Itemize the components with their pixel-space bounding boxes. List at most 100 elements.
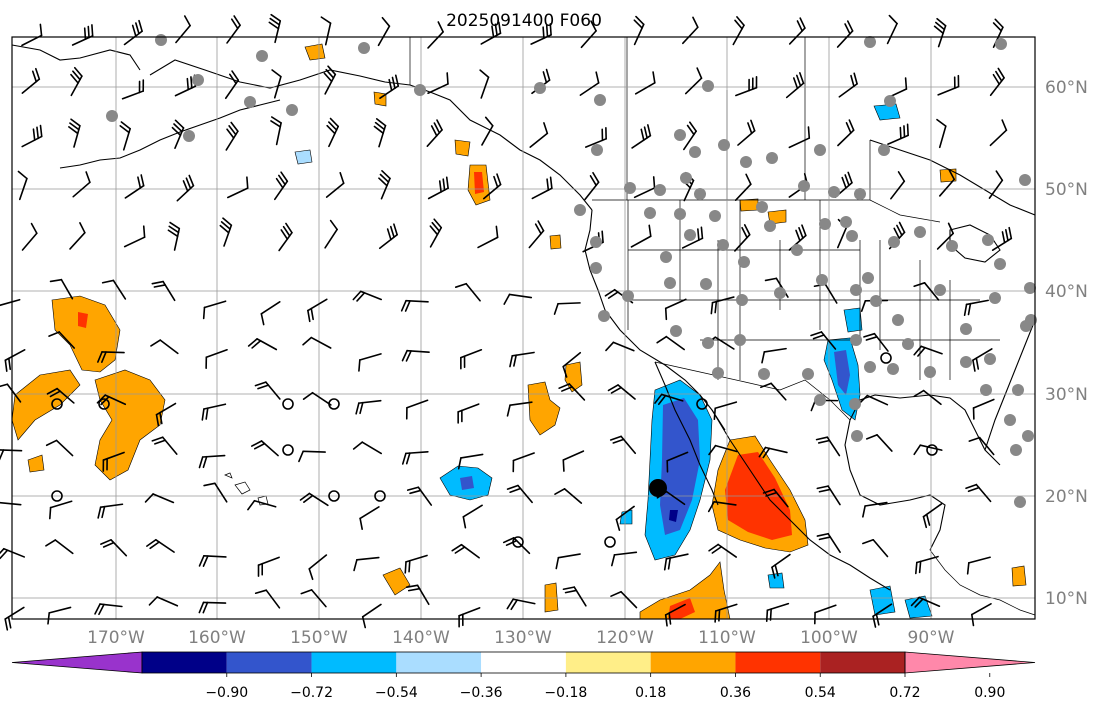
field-orange-small-north [739, 198, 759, 212]
field-orange-small-east [1011, 565, 1027, 587]
station-dot [774, 287, 786, 299]
wind-barb [176, 174, 195, 202]
calm-circle [696, 398, 708, 410]
station-dot [851, 430, 863, 442]
wind-barb [46, 387, 75, 404]
wind-barb [353, 556, 380, 572]
wind-barb [167, 221, 181, 251]
wind-barb [988, 170, 1004, 199]
longitude-label: 160°W [188, 628, 246, 648]
wind-barb [610, 590, 638, 609]
wind-barb [460, 348, 483, 370]
station-dot [674, 208, 686, 220]
field-darkblue-baja [669, 510, 678, 522]
station-dot [183, 130, 195, 142]
station-dot [664, 277, 676, 289]
colorbar-tick-label: −0.54 [375, 685, 418, 701]
wind-barb [271, 69, 282, 99]
station-dot [846, 230, 858, 242]
gulf-coast [849, 394, 1001, 466]
wind-barb [45, 439, 74, 457]
filled-contours [11, 43, 1027, 620]
wind-barb [815, 436, 841, 457]
wind-barb [814, 604, 837, 625]
wind-barb [664, 298, 687, 321]
longitude-label: 130°W [494, 628, 552, 648]
wind-barb [100, 539, 128, 557]
wind-barb [509, 351, 535, 368]
station-dot [902, 338, 914, 350]
field-orange-south-2 [382, 567, 411, 596]
station-dot [995, 38, 1007, 50]
wind-barb [225, 121, 239, 151]
canada-north [869, 139, 1036, 216]
field-orange-west-4 [27, 454, 45, 473]
wind-barb [529, 122, 549, 148]
wind-barb [401, 349, 430, 362]
wind-barb [862, 538, 889, 558]
wind-barb [858, 394, 889, 406]
mexico-west-coast [711, 409, 891, 591]
field-orange-south-3 [544, 582, 559, 613]
station-markers [106, 34, 1037, 508]
station-dot [1020, 320, 1032, 332]
station-dot [738, 256, 750, 268]
wind-barb [47, 606, 72, 625]
latitude-label: 40°N [1045, 282, 1088, 302]
station-dot [244, 96, 256, 108]
wind-barb [682, 16, 699, 45]
longitude-labels: 170°W 160°W 150°W 140°W 130°W 120°W 110°W 100°W… [87, 628, 955, 648]
baja-peninsula [654, 361, 719, 506]
wind-barb [584, 171, 600, 201]
colorbar-segment [142, 652, 227, 673]
station-dot [702, 337, 714, 349]
wind-barb [268, 13, 282, 44]
wind-barb [68, 118, 81, 148]
wind-barb [451, 543, 480, 559]
calm-circle [328, 490, 340, 502]
colorbar-segment [565, 652, 651, 673]
wind-barb [816, 532, 841, 553]
wind-barb [254, 381, 281, 400]
wind-barb [325, 171, 345, 198]
station-dot [598, 310, 610, 322]
calm-circle [328, 398, 340, 410]
latitude-label: 30°N [1045, 385, 1088, 405]
station-dot [712, 367, 724, 379]
station-dot [849, 398, 861, 410]
colorbar-tick-label: −0.72 [290, 685, 333, 701]
wind-barb [378, 223, 398, 250]
station-dot [764, 220, 776, 232]
station-dot [414, 84, 426, 96]
wind-barb [307, 298, 328, 323]
wind-barb [531, 176, 553, 200]
station-dot [286, 104, 298, 116]
longitude-label: 100°W [800, 628, 858, 648]
field-orange-small-north-2 [767, 209, 787, 225]
wind-barb [405, 399, 429, 420]
station-dot [862, 272, 874, 284]
wind-barb [887, 123, 909, 145]
station-dot [960, 356, 972, 368]
station-dot [718, 139, 730, 151]
wind-barbs [0, 13, 1013, 631]
wind-barb [320, 16, 332, 46]
wind-barb [302, 391, 332, 406]
aleutians [59, 99, 281, 169]
wind-barb [72, 171, 91, 198]
station-dot [934, 284, 946, 296]
station-dot [660, 251, 672, 263]
wind-barb [611, 551, 638, 567]
station-dot [106, 110, 118, 122]
wind-barb [21, 124, 43, 148]
wind-barb [406, 486, 433, 506]
wind-barb [477, 225, 499, 249]
wind-barb [972, 348, 993, 372]
station-dot [644, 207, 656, 219]
station-dot [534, 82, 546, 94]
wind-barb [0, 547, 26, 560]
calm-circle [51, 398, 63, 410]
gridlines [12, 37, 1035, 619]
wind-barb [558, 383, 586, 401]
wind-barb [788, 224, 807, 251]
